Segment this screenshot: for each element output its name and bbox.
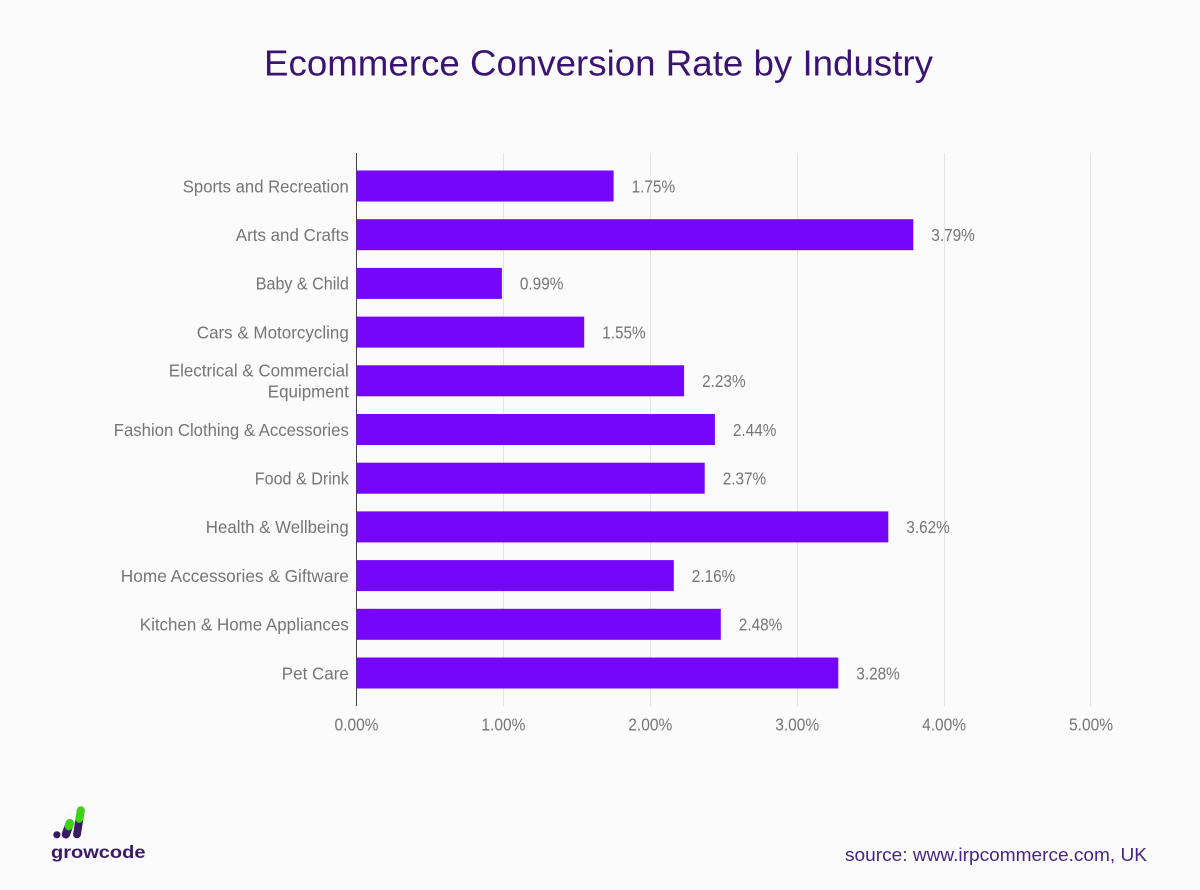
svg-text:3.28%: 3.28% — [856, 663, 900, 683]
svg-text:5.00%: 5.00% — [1069, 715, 1113, 735]
svg-text:2.48%: 2.48% — [739, 615, 783, 635]
svg-text:Baby & Child: Baby & Child — [256, 274, 349, 294]
svg-text:Kitchen & Home Appliances: Kitchen & Home Appliances — [140, 615, 349, 635]
svg-text:1.00%: 1.00% — [481, 715, 525, 735]
svg-text:2.37%: 2.37% — [723, 469, 767, 489]
svg-text:growcode: growcode — [51, 842, 146, 862]
svg-text:1.55%: 1.55% — [602, 322, 646, 342]
svg-text:Cars & Motorcycling: Cars & Motorcycling — [197, 322, 349, 342]
svg-text:Fashion Clothing & Accessories: Fashion Clothing & Accessories — [114, 420, 349, 440]
svg-text:Sports and Recreation: Sports and Recreation — [183, 176, 349, 196]
svg-text:2.44%: 2.44% — [733, 420, 777, 440]
svg-text:Electrical & Commercial: Electrical & Commercial — [169, 361, 349, 381]
svg-text:1.75%: 1.75% — [632, 176, 676, 196]
svg-text:Home Accessories & Giftware: Home Accessories & Giftware — [121, 566, 349, 586]
svg-text:source: www.irpcommerce.com, U: source: www.irpcommerce.com, UK — [845, 844, 1148, 865]
svg-text:2.00%: 2.00% — [628, 715, 672, 735]
svg-text:2.16%: 2.16% — [692, 566, 736, 586]
svg-text:3.79%: 3.79% — [931, 225, 975, 245]
svg-text:4.00%: 4.00% — [922, 715, 966, 735]
svg-text:0.00%: 0.00% — [335, 715, 379, 735]
svg-text:Ecommerce Conversion Rate by I: Ecommerce Conversion Rate by Industry — [264, 43, 933, 84]
svg-text:Food & Drink: Food & Drink — [255, 469, 349, 489]
svg-text:Equipment: Equipment — [268, 382, 349, 402]
svg-text:0.99%: 0.99% — [520, 274, 564, 294]
svg-text:Pet Care: Pet Care — [282, 663, 349, 683]
svg-text:3.62%: 3.62% — [906, 517, 950, 537]
svg-text:Health & Wellbeing: Health & Wellbeing — [206, 517, 349, 537]
svg-text:3.00%: 3.00% — [775, 715, 819, 735]
svg-text:2.23%: 2.23% — [702, 371, 746, 391]
svg-text:Arts and Crafts: Arts and Crafts — [236, 225, 349, 245]
